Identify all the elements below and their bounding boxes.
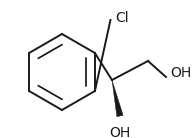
Text: OH: OH [170,66,191,80]
Text: Cl: Cl [115,11,129,25]
Text: OH: OH [109,126,131,138]
Polygon shape [112,80,123,117]
